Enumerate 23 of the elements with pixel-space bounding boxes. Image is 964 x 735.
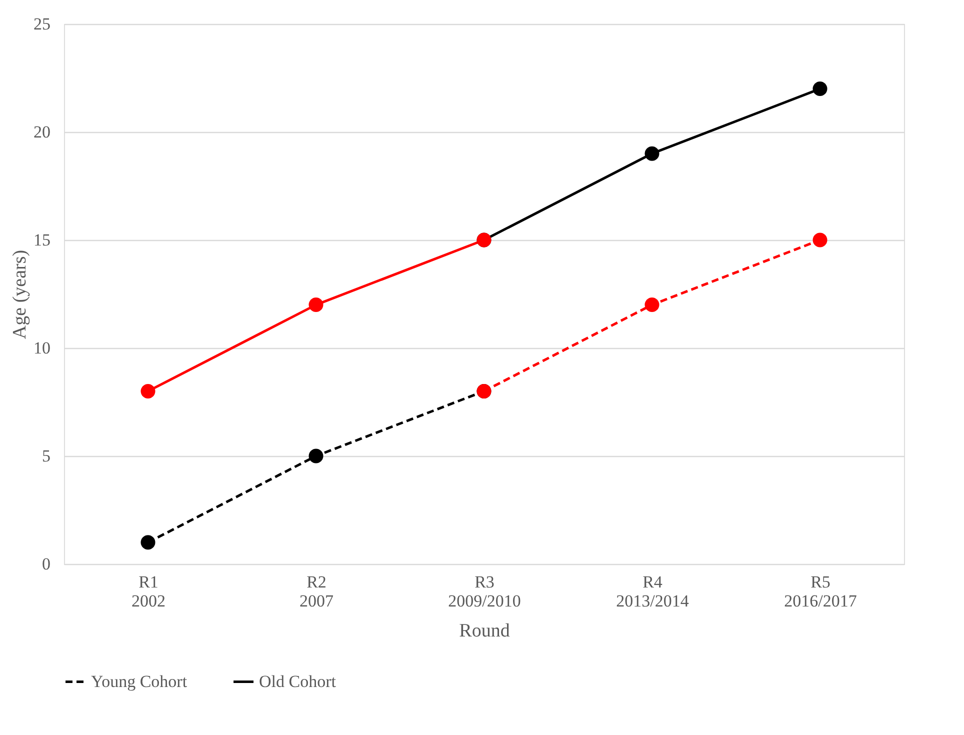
y-tick-label: 0 (42, 554, 50, 574)
x-tick-label: R3 2009/2010 (448, 572, 521, 610)
y-tick-label: 5 (42, 446, 50, 466)
point (140, 535, 156, 550)
legend-label: Young Cohort (91, 672, 188, 691)
x-tick-label: R5 2016/2017 (784, 572, 858, 610)
y-tick-label: 25 (34, 14, 50, 34)
point (140, 384, 156, 398)
x-tick-label: R4 2013/2014 (616, 572, 690, 610)
point (812, 82, 828, 96)
x-tick-label: R1 2002 (132, 572, 166, 610)
y-tick-label: 20 (34, 122, 50, 142)
point (308, 448, 324, 464)
legend-label: Old Cohort (259, 672, 336, 691)
point (644, 298, 660, 312)
point (644, 146, 660, 161)
y-tick-label: 10 (34, 338, 50, 358)
point (308, 298, 324, 312)
point (812, 232, 828, 248)
x-tick-label: R2 2007 (300, 572, 334, 610)
y-tick-label: 15 (34, 230, 50, 250)
y-axis-title: Age (years) (10, 250, 30, 340)
x-axis-title: Round (459, 620, 510, 642)
